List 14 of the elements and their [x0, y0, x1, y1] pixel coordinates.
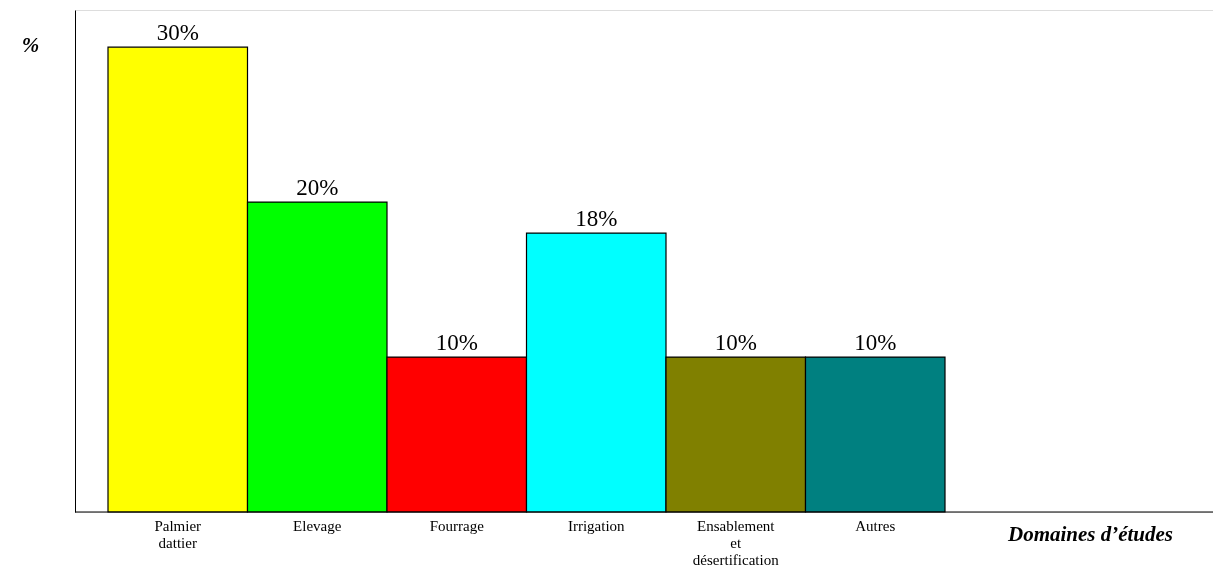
x-tick-label: Fourrage	[429, 517, 485, 534]
data-label: 10%	[714, 330, 757, 356]
y-axis-title: %	[21, 32, 40, 57]
data-label: 18%	[575, 206, 618, 232]
x-tick-label: Irrigation	[567, 517, 626, 534]
data-label: 20%	[296, 175, 339, 201]
data-label: 30%	[156, 20, 199, 46]
x-tick-label: Palmier dattier	[154, 517, 202, 551]
data-label: 10%	[435, 330, 478, 356]
x-tick-label: Elevage	[293, 517, 342, 534]
data-label: 10%	[854, 330, 897, 356]
x-tick-label: Ensablement et désertification	[692, 517, 780, 568]
x-tick-label: Autres	[855, 517, 896, 534]
x-axis-title: Domaines d’études	[1006, 521, 1174, 546]
